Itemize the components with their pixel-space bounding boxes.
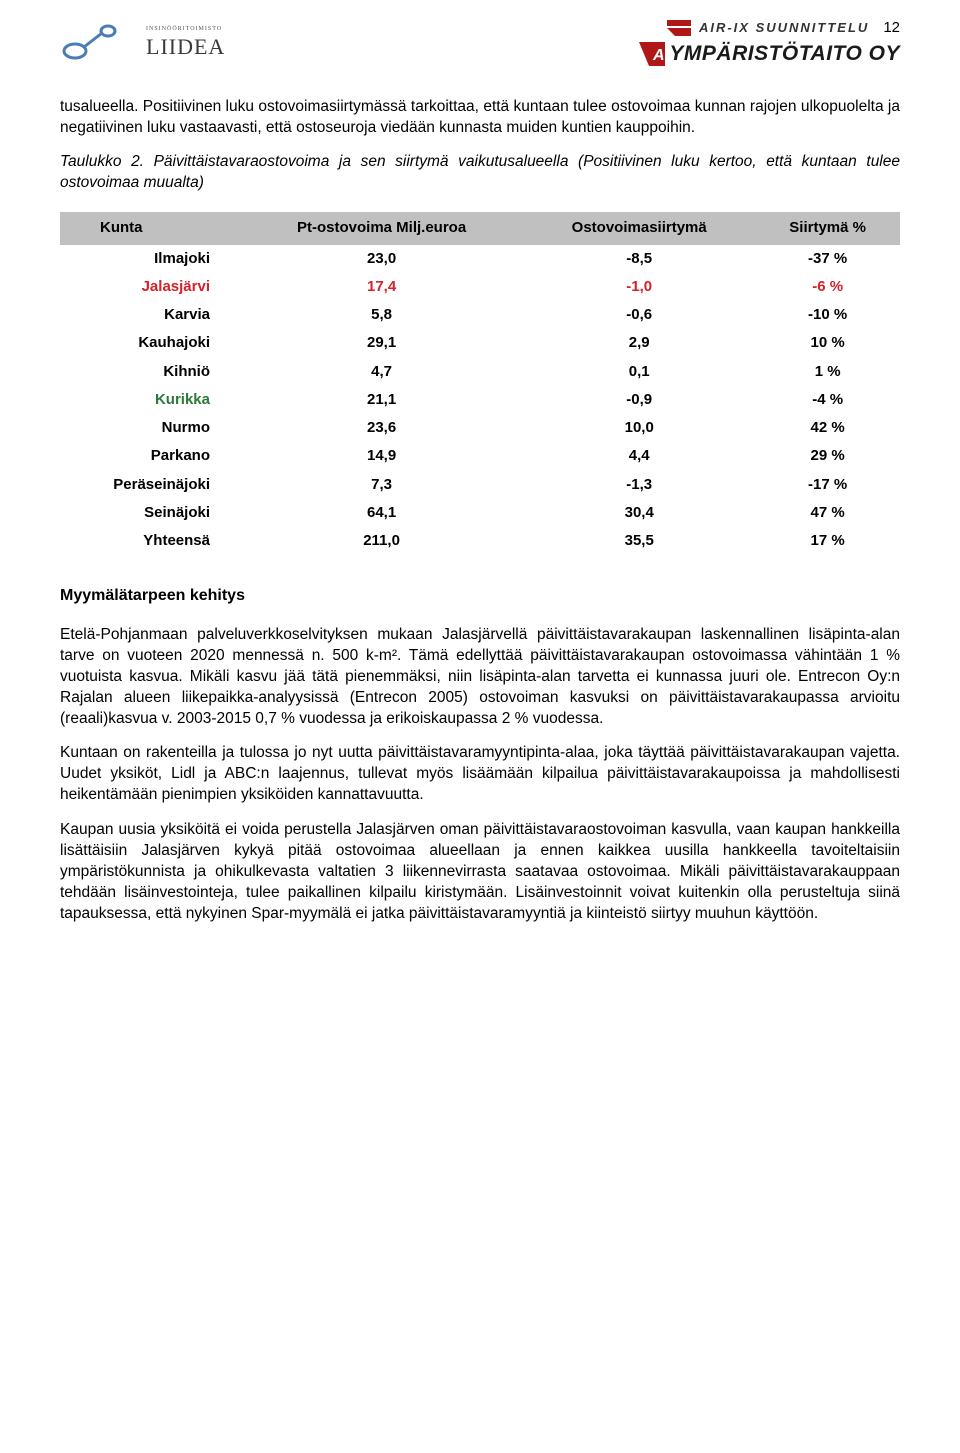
- table-row: Kihniö4,70,11 %: [60, 358, 900, 386]
- paragraph-intro: tusalueella. Positiivinen luku ostovoima…: [60, 97, 900, 139]
- th-kunta: Kunta: [60, 212, 240, 244]
- cell-pt: 211,0: [240, 527, 523, 555]
- cell-pt: 5,8: [240, 301, 523, 329]
- cell-kunta: Kauhajoki: [60, 329, 240, 357]
- table-header-row: Kunta Pt-ostovoima Milj.euroa Ostovoimas…: [60, 212, 900, 244]
- th-pct: Siirtymä %: [755, 212, 900, 244]
- cell-kunta: Nurmo: [60, 414, 240, 442]
- svg-text:A: A: [652, 47, 665, 64]
- cell-kunta: Karvia: [60, 301, 240, 329]
- subheading: Myymälätarpeen kehitys: [60, 585, 900, 607]
- cell-pt: 4,7: [240, 358, 523, 386]
- table-row: Parkano14,94,429 %: [60, 442, 900, 470]
- cell-pct: -10 %: [755, 301, 900, 329]
- cell-pt: 29,1: [240, 329, 523, 357]
- table-row: Jalasjärvi17,4-1,0-6 %: [60, 273, 900, 301]
- cell-siirt: -0,6: [523, 301, 755, 329]
- ostovoima-table: Kunta Pt-ostovoima Milj.euroa Ostovoimas…: [60, 212, 900, 555]
- table-row: Peräseinäjoki7,3-1,3-17 %: [60, 471, 900, 499]
- liidea-subtext: INSINÖÖRITOIMISTO: [146, 25, 225, 33]
- cell-pct: 1 %: [755, 358, 900, 386]
- cell-pt: 14,9: [240, 442, 523, 470]
- cell-kunta: Kihniö: [60, 358, 240, 386]
- cell-pct: 47 %: [755, 499, 900, 527]
- table-row: Kauhajoki29,12,910 %: [60, 329, 900, 357]
- cell-pt: 23,0: [240, 245, 523, 273]
- logo-ymparistotaito: AIR-IX SUUNNITTELU 12 A YMPÄRISTÖTAITO O…: [639, 18, 900, 69]
- paragraph-2: Etelä-Pohjanmaan palveluverkkoselvitykse…: [60, 625, 900, 730]
- ymp-icon: A: [639, 42, 665, 66]
- cell-pct: -6 %: [755, 273, 900, 301]
- page-header: INSINÖÖRITOIMISTO LIIDEA AIR-IX SUUNNITT…: [60, 18, 900, 69]
- airix-icon: [667, 20, 691, 36]
- cell-kunta: Peräseinäjoki: [60, 471, 240, 499]
- table-row: Nurmo23,610,042 %: [60, 414, 900, 442]
- cell-pct: 29 %: [755, 442, 900, 470]
- airix-text: AIR-IX SUUNNITTELU: [699, 19, 869, 37]
- cell-siirt: 2,9: [523, 329, 755, 357]
- table-caption: Taulukko 2. Päivittäistavaraostovoima ja…: [60, 152, 900, 194]
- paragraph-3: Kuntaan on rakenteilla ja tulossa jo nyt…: [60, 743, 900, 806]
- cell-siirt: 10,0: [523, 414, 755, 442]
- table-row: Ilmajoki23,0-8,5-37 %: [60, 245, 900, 273]
- cell-siirt: 30,4: [523, 499, 755, 527]
- cell-pct: -37 %: [755, 245, 900, 273]
- logo-liidea: INSINÖÖRITOIMISTO LIIDEA: [60, 23, 225, 63]
- paragraph-4: Kaupan uusia yksiköitä ei voida perustel…: [60, 820, 900, 925]
- cell-pct: 17 %: [755, 527, 900, 555]
- cell-siirt: -1,3: [523, 471, 755, 499]
- cell-pt: 23,6: [240, 414, 523, 442]
- ymp-text: YMPÄRISTÖTAITO OY: [669, 40, 900, 68]
- cell-siirt: 35,5: [523, 527, 755, 555]
- table-row: Seinäjoki64,130,447 %: [60, 499, 900, 527]
- cell-kunta: Seinäjoki: [60, 499, 240, 527]
- cell-pct: 42 %: [755, 414, 900, 442]
- table-row: Karvia5,8-0,6-10 %: [60, 301, 900, 329]
- cell-kunta: Kurikka: [60, 386, 240, 414]
- cell-kunta: Parkano: [60, 442, 240, 470]
- cell-pt: 64,1: [240, 499, 523, 527]
- liidea-icon: [60, 23, 140, 63]
- th-pt: Pt-ostovoima Milj.euroa: [240, 212, 523, 244]
- cell-pt: 21,1: [240, 386, 523, 414]
- cell-siirt: 0,1: [523, 358, 755, 386]
- th-siirt: Ostovoimasiirtymä: [523, 212, 755, 244]
- cell-pt: 7,3: [240, 471, 523, 499]
- cell-pct: 10 %: [755, 329, 900, 357]
- cell-siirt: -0,9: [523, 386, 755, 414]
- cell-siirt: -1,0: [523, 273, 755, 301]
- page-number: 12: [883, 18, 900, 38]
- cell-kunta: Ilmajoki: [60, 245, 240, 273]
- table-row: Kurikka21,1-0,9-4 %: [60, 386, 900, 414]
- cell-kunta: Yhteensä: [60, 527, 240, 555]
- table-row: Yhteensä211,035,517 %: [60, 527, 900, 555]
- cell-siirt: -8,5: [523, 245, 755, 273]
- liidea-maintext: LIIDEA: [146, 34, 225, 59]
- cell-kunta: Jalasjärvi: [60, 273, 240, 301]
- cell-pct: -17 %: [755, 471, 900, 499]
- cell-pct: -4 %: [755, 386, 900, 414]
- cell-siirt: 4,4: [523, 442, 755, 470]
- cell-pt: 17,4: [240, 273, 523, 301]
